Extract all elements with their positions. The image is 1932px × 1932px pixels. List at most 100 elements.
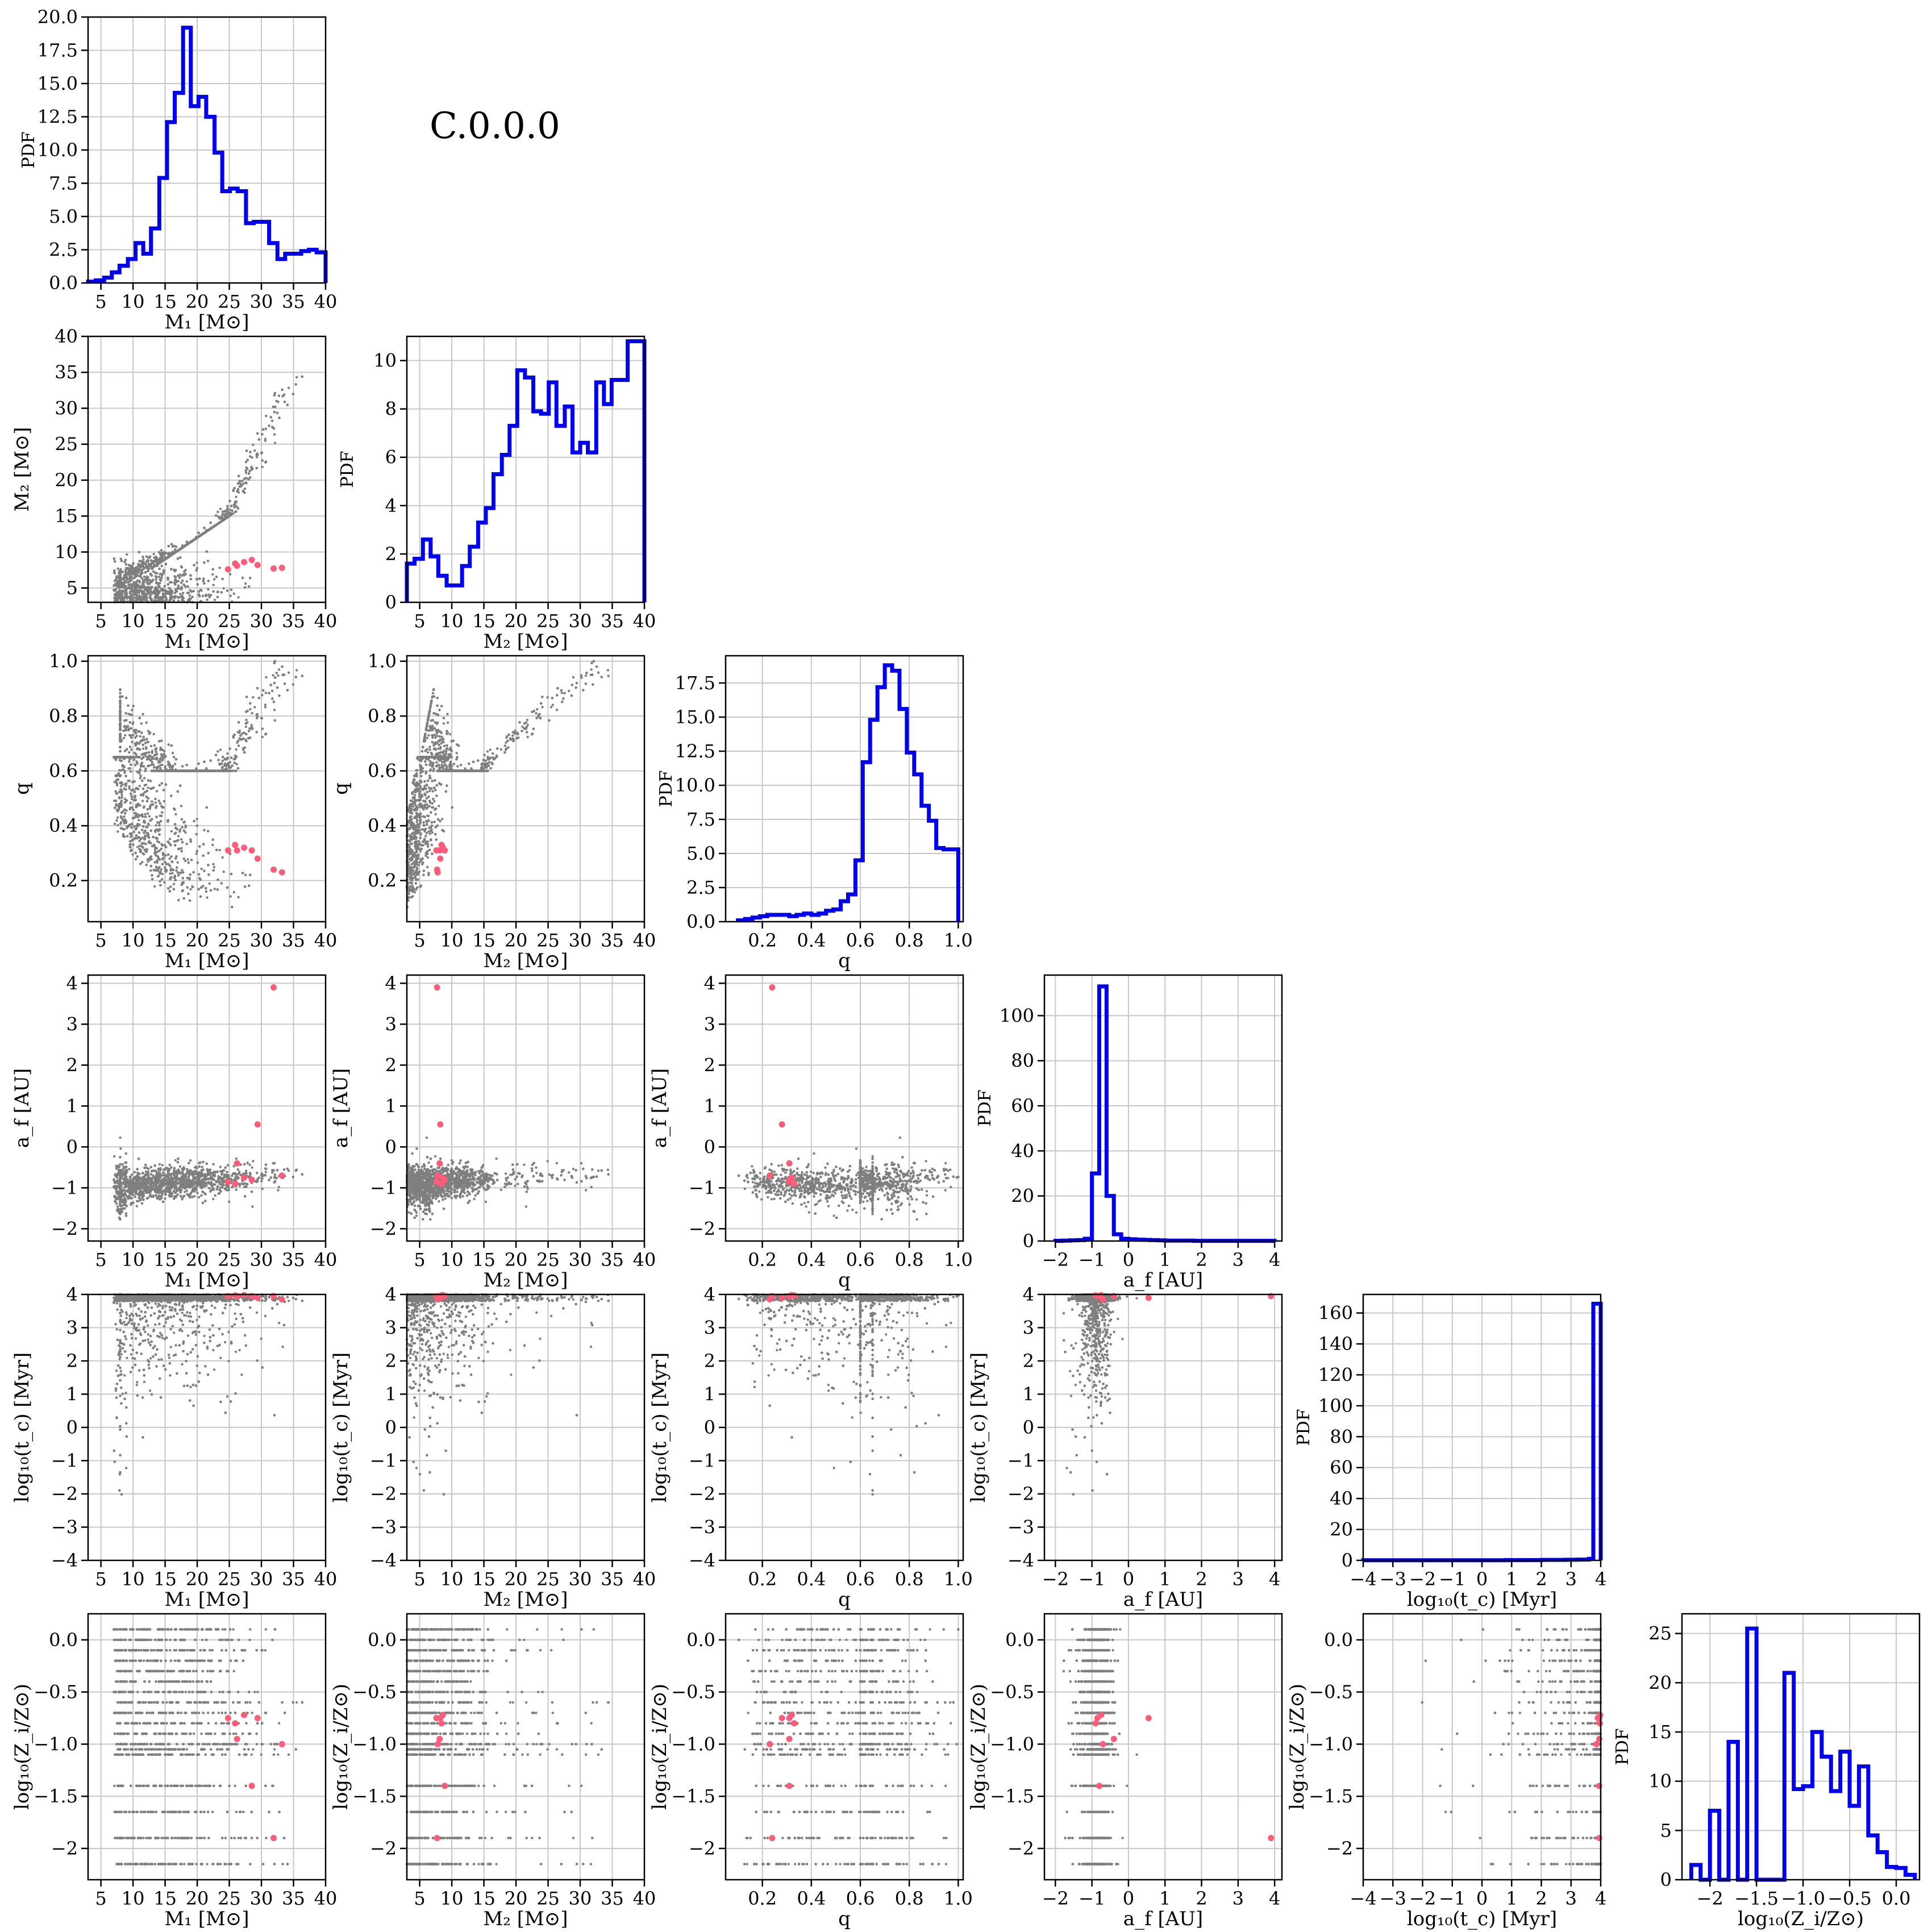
scatter-point [202, 577, 205, 580]
scatter-point [176, 861, 179, 864]
scatter-point [228, 573, 232, 576]
scatter-point [177, 835, 180, 838]
scatter-point [152, 570, 155, 573]
scatter-point [278, 417, 281, 419]
scatter-point [163, 558, 166, 561]
scatter-point [128, 840, 132, 843]
scatter-point [277, 668, 281, 671]
scatter-point [139, 584, 143, 588]
panel-M1-vs-M1: 5 10 15 20 25 30 35 400.02.55.07.510.012.515.01… [19, 6, 337, 334]
scatter-point [154, 564, 157, 567]
scatter-point [153, 599, 156, 602]
scatter-point [242, 482, 245, 485]
scatter-point [135, 595, 139, 598]
scatter-point [226, 589, 229, 592]
scatter-point [135, 589, 138, 592]
scatter-point [230, 588, 233, 592]
scatter-point [264, 438, 267, 440]
scatter-point [218, 567, 221, 569]
histogram-M1 [86, 26, 328, 284]
scatter-point [287, 671, 290, 674]
scatter-point [273, 442, 276, 444]
scatter-point [138, 785, 141, 788]
scatter-point [174, 545, 178, 548]
scatter-point [195, 561, 198, 564]
scatter-point [182, 592, 185, 595]
scatter-point [261, 735, 264, 739]
scatter-point [261, 433, 264, 436]
x-tick-label: 10 [122, 610, 145, 632]
scatter-point [116, 830, 119, 833]
scatter-point [195, 767, 198, 770]
scatter-point [170, 590, 173, 593]
scatter-point [221, 513, 224, 515]
scatter-point [176, 549, 179, 552]
scatter-point [222, 510, 224, 513]
scatter-point [148, 815, 151, 818]
scatter-point [172, 599, 176, 602]
y-tick-label: 20 [55, 469, 78, 491]
scatter-point [158, 596, 161, 599]
scatter-point [145, 721, 148, 724]
scatter-point [128, 592, 131, 594]
y-tick-label: 30 [55, 397, 78, 419]
scatter-point [125, 592, 128, 595]
scatter-point [203, 561, 206, 564]
scatter-point [200, 867, 203, 871]
scatter-point [179, 556, 182, 559]
highlight-point [248, 556, 255, 563]
scatter-point [155, 581, 158, 584]
scatter-point [147, 786, 149, 789]
scatter-point [208, 882, 211, 885]
scatter-point [144, 571, 147, 573]
scatter-point [215, 576, 218, 578]
scatter-point [265, 414, 268, 418]
scatter-point [226, 752, 229, 755]
scatter-point [171, 752, 174, 755]
scatter-point [218, 848, 221, 852]
scatter-point [207, 580, 210, 582]
scatter-point [173, 763, 177, 765]
scatter-point [235, 496, 238, 498]
scatter-point [157, 575, 160, 578]
scatter-point [264, 703, 267, 706]
scatter-point [287, 386, 290, 389]
scatter-point [248, 585, 251, 588]
y-tick-label: 25 [55, 434, 78, 455]
x-tick-label: 15 [153, 291, 177, 313]
scatter-point [213, 888, 216, 890]
scatter-point [158, 585, 161, 588]
scatter-point [120, 590, 123, 593]
scatter-point [116, 567, 119, 570]
scatter-point [118, 769, 121, 772]
y-tick-label: 20.0 [38, 6, 78, 28]
chart-title: C.0.0.0 [430, 105, 560, 147]
scatter-point [229, 514, 232, 517]
y-tick-label: 0.0 [49, 272, 78, 294]
scatter-point [119, 578, 122, 581]
scatter-point [244, 471, 248, 474]
scatter-point [124, 734, 127, 737]
scatter-point [245, 466, 248, 469]
scatter-point [141, 586, 144, 589]
scatter-point [163, 752, 165, 756]
scatter-point [221, 856, 224, 859]
scatter-point [277, 394, 281, 397]
scatter-point [143, 593, 145, 596]
x-axis-label: M₁ [M⊙] [164, 630, 249, 653]
scatter-point [236, 488, 240, 491]
scatter-point [199, 589, 202, 592]
scatter-point [196, 583, 199, 586]
scatter-point [145, 576, 148, 580]
scatter-point [160, 576, 163, 579]
y-axis-label: PDF [338, 451, 357, 488]
x-axis-label: M₁ [M⊙] [164, 311, 249, 334]
scatter-point [180, 586, 183, 589]
x-tick-label: 20 [186, 291, 209, 313]
y-tick-label: 8 [385, 398, 397, 420]
scatter-point [124, 569, 127, 572]
scatter-point [155, 556, 158, 559]
scatter-point [250, 467, 253, 470]
scatter-point [273, 392, 277, 394]
